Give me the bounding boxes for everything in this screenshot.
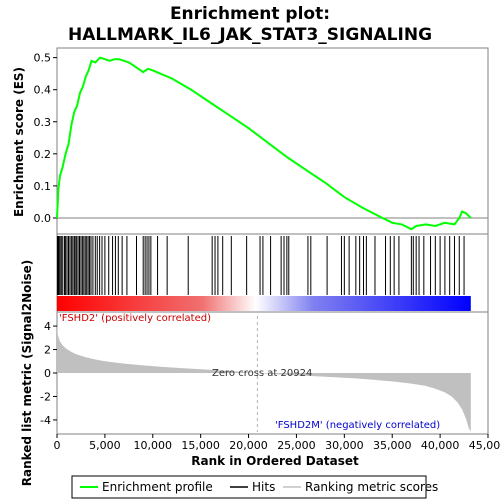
ranked-panel: 420-2-4 'FSHD2' (positively correlated) …: [20, 260, 489, 487]
es-ytick-label: 0.4: [34, 84, 52, 97]
x-tick-label: 0: [54, 439, 61, 452]
x-tick-label: 45,000: [469, 439, 500, 452]
chart-title-line2: HALLMARK_IL6_JAK_STAT3_SIGNALING: [68, 25, 432, 45]
es-ytick-label: 0.2: [34, 148, 52, 161]
es-ytick-label: 0.5: [34, 52, 52, 65]
label-negative: 'FSHD2M' (negatively correlated): [275, 420, 440, 431]
es-ytick-label: 0.0: [34, 212, 52, 225]
es-panel: 0.0 0.1 0.2 0.3 0.4 0.5 Enrichment score (ES): [12, 47, 489, 235]
ranking-color-bar: [57, 296, 471, 311]
enrichment-profile-line: [56, 56, 472, 231]
x-tick-label: 30,000: [325, 439, 364, 452]
metric-ytick-label: 0: [44, 367, 51, 380]
x-tick-label: 25,000: [277, 439, 316, 452]
x-tick-label: 15,000: [181, 439, 220, 452]
metric-ytick-label: -4: [40, 414, 51, 427]
metric-ytick-label: 4: [44, 320, 51, 333]
metric-ytick-label: 2: [44, 344, 51, 357]
legend-label-ranking: Ranking metric scores: [305, 480, 438, 494]
x-tick-label: 5,000: [89, 439, 121, 452]
x-tick-label: 20,000: [229, 439, 268, 452]
es-ytick-label: 0.1: [34, 180, 52, 193]
legend-box: [71, 475, 427, 499]
x-tick-label: 40,000: [421, 439, 460, 452]
ranked-ylabel: Ranked list metric (Signal2Noise): [20, 260, 34, 487]
hits-panel: [56, 233, 489, 313]
chart-title-line1: Enrichment plot:: [170, 4, 330, 24]
metric-ytick-label: -2: [40, 390, 51, 403]
legend-label-hits: Hits: [252, 480, 275, 494]
x-tick-label: 10,000: [134, 439, 173, 452]
es-ylabel: Enrichment score (ES): [12, 67, 26, 217]
label-positive: 'FSHD2' (positively correlated): [59, 313, 211, 324]
ranking-metric-area: [57, 326, 471, 432]
x-axis-label: Rank in Ordered Dataset: [191, 454, 359, 468]
es-ytick-label: 0.3: [34, 116, 52, 129]
x-tick-label: 35,000: [373, 439, 412, 452]
legend: Enrichment profile Hits Ranking metric s…: [71, 475, 438, 499]
es-panel-frame: [56, 47, 489, 235]
legend-label-enrichment: Enrichment profile: [102, 480, 213, 494]
zero-cross-text: Zero cross at 20924: [212, 368, 312, 379]
